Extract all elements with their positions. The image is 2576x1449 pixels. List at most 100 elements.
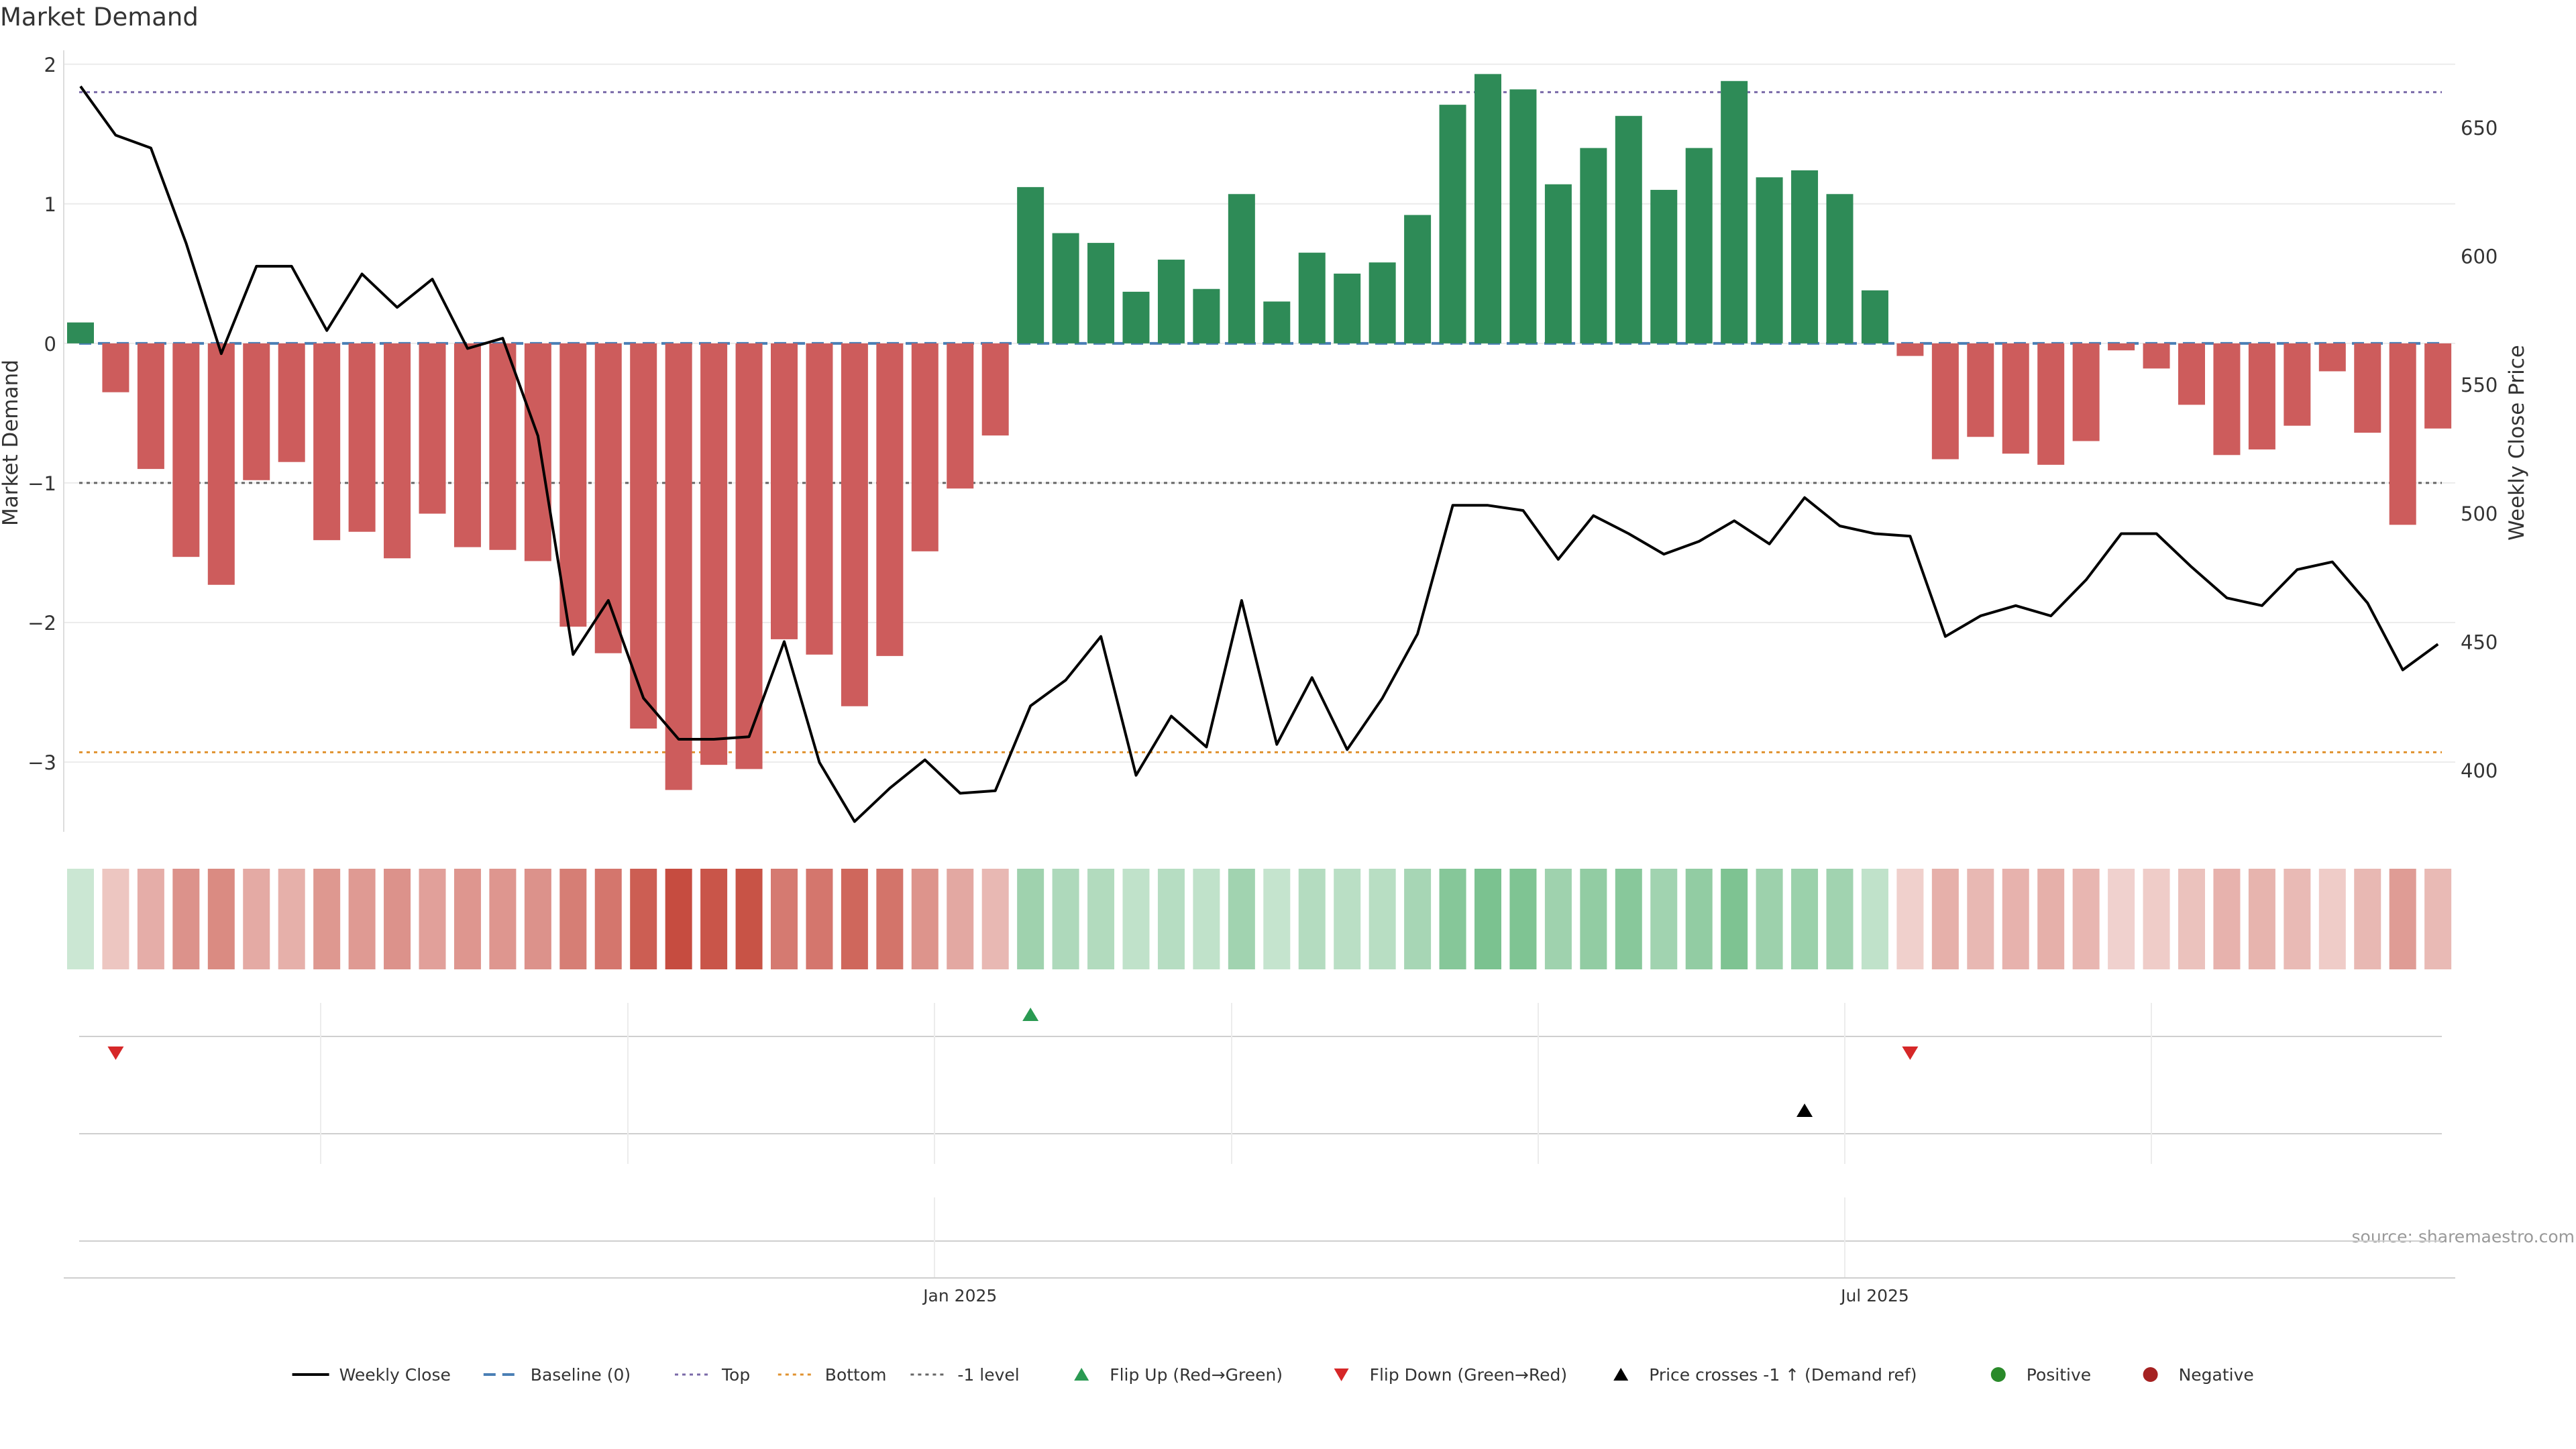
legend-label: Flip Up (Red→Green) bbox=[1110, 1365, 1283, 1385]
heat-cell bbox=[665, 869, 692, 969]
heat-cell bbox=[2318, 869, 2346, 969]
right-tick-label: 550 bbox=[2461, 374, 2498, 396]
demand-bar bbox=[2178, 343, 2205, 405]
left-tick-label: 1 bbox=[44, 193, 56, 216]
demand-bar bbox=[1404, 215, 1432, 343]
heat-cell bbox=[2248, 869, 2275, 969]
demand-bar bbox=[876, 343, 904, 656]
demand-bar bbox=[1756, 177, 1783, 343]
heat-cell bbox=[1544, 869, 1572, 969]
heat-cell bbox=[876, 869, 904, 969]
left-axis-title: Market Demand bbox=[0, 360, 23, 526]
demand-bar bbox=[1193, 288, 1220, 343]
demand-bar bbox=[2424, 343, 2452, 429]
demand-bar bbox=[1967, 343, 1994, 437]
heat-cell bbox=[771, 869, 798, 969]
heat-cell bbox=[524, 869, 551, 969]
left-tick-label: 2 bbox=[44, 54, 56, 76]
heat-cell bbox=[1298, 869, 1326, 969]
demand-bar bbox=[1791, 170, 1819, 343]
demand-bar bbox=[489, 343, 517, 550]
demand-bar bbox=[243, 343, 270, 480]
demand-bar bbox=[630, 343, 657, 729]
heat-cell bbox=[1756, 869, 1783, 969]
demand-bar bbox=[524, 343, 551, 561]
flip-up-marker bbox=[1022, 1008, 1039, 1021]
heat-cell bbox=[1861, 869, 1888, 969]
demand-bar bbox=[700, 343, 728, 765]
demand-bar bbox=[1228, 194, 1255, 343]
demand-bar bbox=[419, 343, 446, 514]
demand-bar bbox=[1861, 290, 1888, 343]
heat-cell bbox=[278, 869, 305, 969]
heat-cell bbox=[243, 869, 270, 969]
legend-label: Top bbox=[721, 1365, 750, 1385]
demand-bar bbox=[806, 343, 833, 655]
heat-cell bbox=[1826, 869, 1854, 969]
heat-cell bbox=[1685, 869, 1713, 969]
heat-cell bbox=[67, 869, 94, 969]
flip-down-marker bbox=[1902, 1046, 1919, 1060]
demand-bar bbox=[1685, 148, 1713, 343]
right-tick-label: 400 bbox=[2461, 759, 2498, 782]
heat-cell bbox=[1439, 869, 1466, 969]
heat-cell bbox=[1017, 869, 1044, 969]
heat-cell bbox=[2213, 869, 2241, 969]
demand-bar bbox=[1263, 301, 1291, 343]
right-tick-label: 500 bbox=[2461, 502, 2498, 525]
heat-cell bbox=[1122, 869, 1150, 969]
heat-cell bbox=[2389, 869, 2416, 969]
heat-cell bbox=[2284, 869, 2311, 969]
demand-bar bbox=[594, 343, 622, 653]
heat-cell bbox=[137, 869, 164, 969]
heat-cell bbox=[313, 869, 341, 969]
demand-bar bbox=[1896, 343, 1924, 356]
demand-bar bbox=[1721, 80, 1748, 343]
heat-cell bbox=[981, 869, 1009, 969]
demand-bar bbox=[2143, 343, 2170, 369]
heat-cell bbox=[1193, 869, 1220, 969]
heat-cell bbox=[419, 869, 446, 969]
demand-bar bbox=[278, 343, 305, 462]
price-cross-marker bbox=[1796, 1104, 1813, 1117]
right-tick-label: 600 bbox=[2461, 246, 2498, 268]
demand-bar bbox=[2002, 343, 2029, 454]
x-tick-label: Jan 2025 bbox=[922, 1286, 997, 1305]
demand-bar bbox=[2318, 343, 2346, 372]
demand-bar bbox=[1650, 190, 1678, 343]
demand-bar bbox=[2354, 343, 2381, 433]
demand-bar bbox=[1509, 89, 1537, 343]
heat-cell bbox=[1580, 869, 1607, 969]
heat-cell bbox=[1967, 869, 1994, 969]
heat-cell bbox=[1791, 869, 1819, 969]
demand-bar bbox=[1580, 148, 1607, 343]
demand-bar bbox=[1826, 194, 1854, 343]
left-tick-label: −3 bbox=[28, 751, 56, 774]
demand-bar bbox=[947, 343, 974, 489]
heat-cell bbox=[384, 869, 411, 969]
heat-cell bbox=[947, 869, 974, 969]
heat-cell bbox=[1228, 869, 1255, 969]
legend-label: Flip Down (Green→Red) bbox=[1370, 1365, 1568, 1385]
demand-bar bbox=[1544, 184, 1572, 343]
heat-cell bbox=[1368, 869, 1396, 969]
demand-bar bbox=[67, 322, 94, 343]
demand-bar bbox=[453, 343, 481, 547]
heat-cell bbox=[172, 869, 200, 969]
demand-bar bbox=[2213, 343, 2241, 455]
heat-cell bbox=[806, 869, 833, 969]
demand-bar bbox=[841, 343, 868, 706]
heat-cell bbox=[1931, 869, 1959, 969]
heat-cell bbox=[2002, 869, 2029, 969]
legend-label: Weekly Close bbox=[339, 1365, 451, 1385]
demand-bar bbox=[911, 343, 938, 551]
legend-swatch-triangle-down bbox=[1334, 1368, 1349, 1381]
heat-cell bbox=[735, 869, 763, 969]
heat-cell bbox=[1087, 869, 1115, 969]
demand-bar bbox=[1931, 343, 1959, 460]
legend-swatch-circle bbox=[1990, 1367, 2006, 1382]
legend-swatch-triangle-up bbox=[1613, 1368, 1629, 1381]
legend-label: Bottom bbox=[825, 1365, 887, 1385]
heat-cell bbox=[2354, 869, 2381, 969]
